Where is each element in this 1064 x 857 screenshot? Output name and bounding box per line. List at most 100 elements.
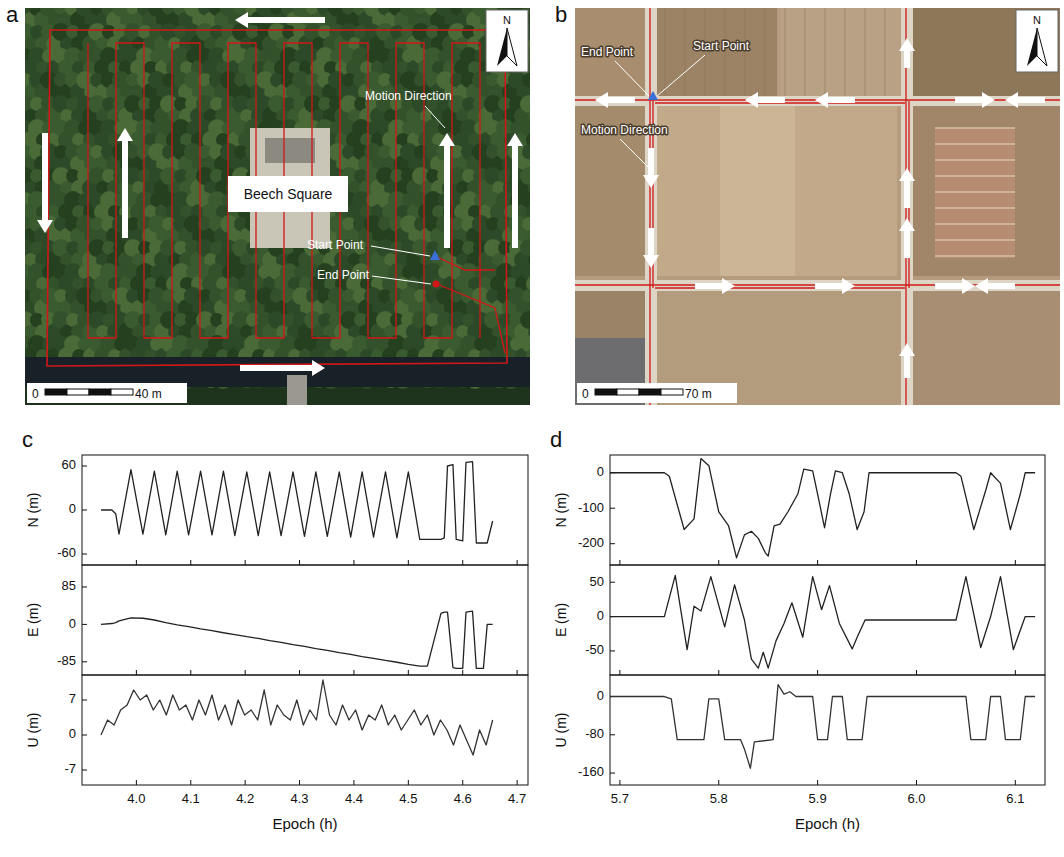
path (287, 375, 307, 405)
y-tick (610, 543, 615, 544)
field-line (785, 8, 786, 96)
direction-arrow (122, 141, 128, 238)
annotation: Motion Direction (365, 89, 452, 103)
direction-arrow-head (1005, 92, 1018, 108)
x-tick (190, 670, 191, 675)
x-tick (408, 780, 409, 785)
direction-arrow-head (899, 168, 915, 181)
tree (520, 239, 530, 257)
direction-arrow-head (37, 220, 53, 233)
leader (620, 139, 649, 168)
x-tick-label: 6.0 (907, 791, 925, 806)
x-tick (718, 780, 719, 785)
x-tick (916, 670, 917, 675)
x-tick (718, 560, 719, 565)
tree (520, 311, 530, 329)
y-axis-title: E (m) (553, 603, 569, 637)
x-tick (619, 670, 620, 675)
y-tick (82, 510, 87, 511)
y-tick (610, 734, 615, 735)
field-line (935, 192, 1015, 193)
y-axis-title: E (m) (25, 603, 41, 637)
subplot: -85085E (m) (25, 565, 528, 675)
field-line (935, 144, 1015, 145)
y-tick (82, 735, 87, 736)
direction-arrow (240, 365, 312, 371)
x-tick (245, 670, 246, 675)
scale-box (577, 383, 737, 403)
x-tick (462, 670, 463, 675)
scale-label: 0 (32, 387, 39, 401)
subplot: d-200-1000N (m) (550, 427, 1045, 565)
x-tick-label: 4.0 (127, 791, 145, 806)
y-tick-label: 0 (597, 464, 604, 479)
leader (425, 106, 445, 128)
plot-area (101, 680, 493, 755)
leader (372, 276, 431, 284)
field-line (935, 128, 1015, 129)
y-tick (82, 661, 87, 662)
y-tick-label: 0 (69, 616, 76, 631)
tree (521, 120, 530, 136)
y-tick (82, 587, 87, 588)
road (645, 8, 657, 405)
field-line (935, 160, 1015, 161)
x-tick-label: 4.7 (508, 791, 526, 806)
x-tick-label: 4.6 (454, 791, 472, 806)
x-tick (817, 670, 818, 675)
y-tick-label: -80 (585, 726, 604, 741)
direction-arrow-head (899, 218, 915, 231)
data-line (101, 680, 493, 755)
x-tick (817, 560, 818, 565)
y-tick-label: -160 (578, 764, 604, 779)
direction-arrow (248, 17, 325, 23)
y-tick-label: 7 (69, 691, 76, 706)
panel-letter: d (550, 427, 562, 452)
y-tick-label: 60 (62, 457, 76, 472)
y-tick-label: 50 (590, 574, 604, 589)
tree (522, 73, 530, 87)
scale-segment (617, 389, 639, 395)
map-ground (25, 8, 530, 405)
direction-arrow (955, 97, 982, 103)
north-label: N (1033, 14, 1041, 26)
tree (521, 192, 530, 208)
data-line (101, 462, 493, 543)
direction-arrow (648, 148, 654, 175)
scale-segment (639, 389, 661, 395)
scale-segment (45, 389, 67, 395)
field-line (935, 208, 1015, 209)
x-tick (462, 780, 463, 785)
direction-arrow-head (962, 278, 975, 294)
annotation: End Point (581, 45, 634, 59)
direction-arrow (1018, 97, 1045, 103)
scale-segment (67, 389, 89, 395)
plot-frame (610, 675, 1045, 785)
direction-arrow (608, 97, 635, 103)
annotation: Motion Direction (581, 123, 668, 137)
y-tick (82, 700, 87, 701)
direction-arrow-head (975, 278, 988, 294)
building (575, 338, 645, 405)
north-label: N (503, 14, 511, 26)
y-tick-label: -50 (585, 642, 604, 657)
x-tick (299, 670, 300, 675)
x-tick (619, 560, 620, 565)
data-line (101, 611, 493, 668)
y-tick-label: 0 (597, 688, 604, 703)
x-tick (817, 780, 818, 785)
tree (522, 289, 530, 303)
x-tick (353, 560, 354, 565)
subplot: -50050E (m) (553, 565, 1045, 675)
scale-label: 40 m (135, 387, 162, 401)
north-arrow (507, 28, 517, 66)
north-arrow (1037, 28, 1047, 66)
x-tick (1015, 670, 1016, 675)
y-tick (82, 554, 87, 555)
field (720, 106, 795, 276)
direction-arrow-head (815, 92, 828, 108)
direction-arrow (988, 283, 1015, 289)
scale-box (27, 383, 187, 403)
start-marker (648, 91, 658, 100)
y-tick-label: 85 (62, 578, 76, 593)
